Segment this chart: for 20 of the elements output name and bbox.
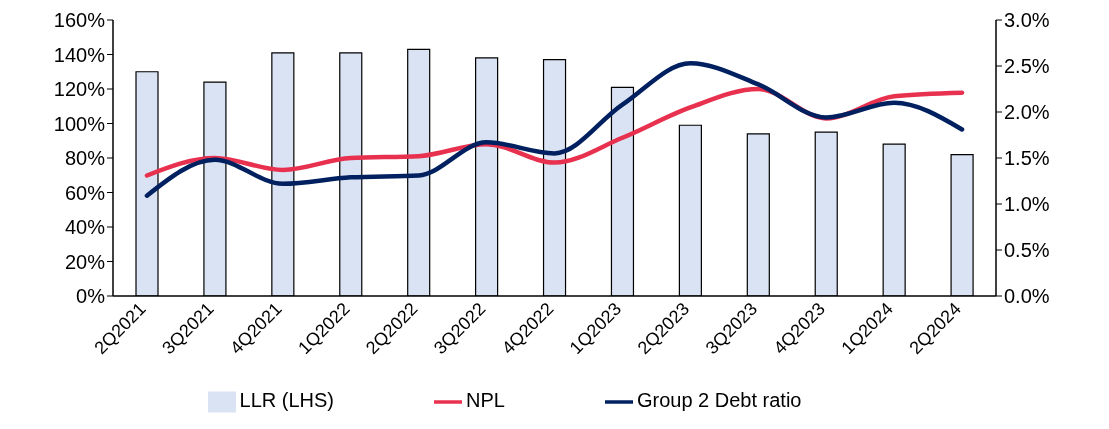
- legend-label: LLR (LHS): [239, 389, 335, 412]
- y-tick-label: 100%: [53, 112, 106, 135]
- y-tick-label: 20%: [64, 250, 106, 273]
- y-tick-label: 40%: [64, 216, 106, 239]
- y2-tick-label: 0.5%: [1004, 239, 1050, 262]
- legend-label: Group 2 Debt ratio: [636, 389, 802, 412]
- y-tick-label: 140%: [53, 43, 106, 66]
- y2-tick-label: 2.0%: [1004, 101, 1050, 124]
- y2-tick-label: 0.0%: [1004, 285, 1050, 308]
- y-tick-label: 60%: [64, 181, 106, 204]
- y2-tick-label: 2.5%: [1004, 55, 1050, 78]
- y2-tick-label: 1.0%: [1004, 193, 1050, 216]
- y2-tick-label: 3.0%: [1004, 9, 1050, 32]
- legend-label: NPL: [466, 389, 505, 412]
- y-tick-label: 160%: [53, 9, 106, 32]
- line-series: [144, 60, 965, 198]
- y-tick-label: 0%: [76, 285, 106, 308]
- y-tick-label: 80%: [64, 147, 106, 170]
- y2-tick-label: 1.5%: [1004, 147, 1050, 170]
- y-tick-label: 120%: [53, 78, 106, 101]
